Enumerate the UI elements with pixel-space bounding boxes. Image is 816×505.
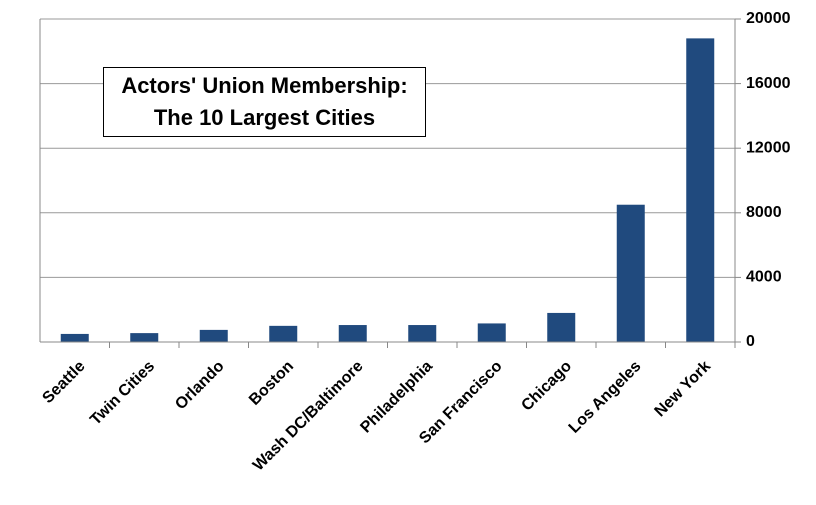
bar [408, 325, 437, 342]
bar [616, 204, 645, 342]
y-tick-label: 20000 [746, 10, 791, 27]
y-tick-label: 4000 [746, 269, 782, 286]
x-tick-label: Orlando [172, 358, 228, 414]
bar [547, 312, 576, 342]
bar [269, 325, 298, 342]
chart-title: Actors' Union Membership: The 10 Largest… [103, 67, 426, 137]
bar [199, 329, 228, 342]
bar [338, 325, 367, 342]
x-tick-label: Boston [246, 358, 297, 409]
y-tick-label: 16000 [746, 75, 791, 92]
x-tick-label: Los Angeles [566, 358, 645, 437]
x-tick-label: Seattle [39, 358, 88, 407]
x-tick-label: Chicago [518, 358, 575, 415]
y-tick-label: 12000 [746, 139, 791, 156]
x-tick-label: Philadelphia [357, 358, 436, 437]
x-tick-label: Twin Cities [87, 358, 158, 429]
y-tick-label: 0 [746, 333, 755, 350]
bar [477, 323, 506, 342]
bar [686, 38, 715, 342]
bar [130, 333, 159, 342]
bar [60, 333, 89, 342]
x-tick-label: New York [652, 358, 715, 421]
y-tick-label: 8000 [746, 204, 782, 221]
